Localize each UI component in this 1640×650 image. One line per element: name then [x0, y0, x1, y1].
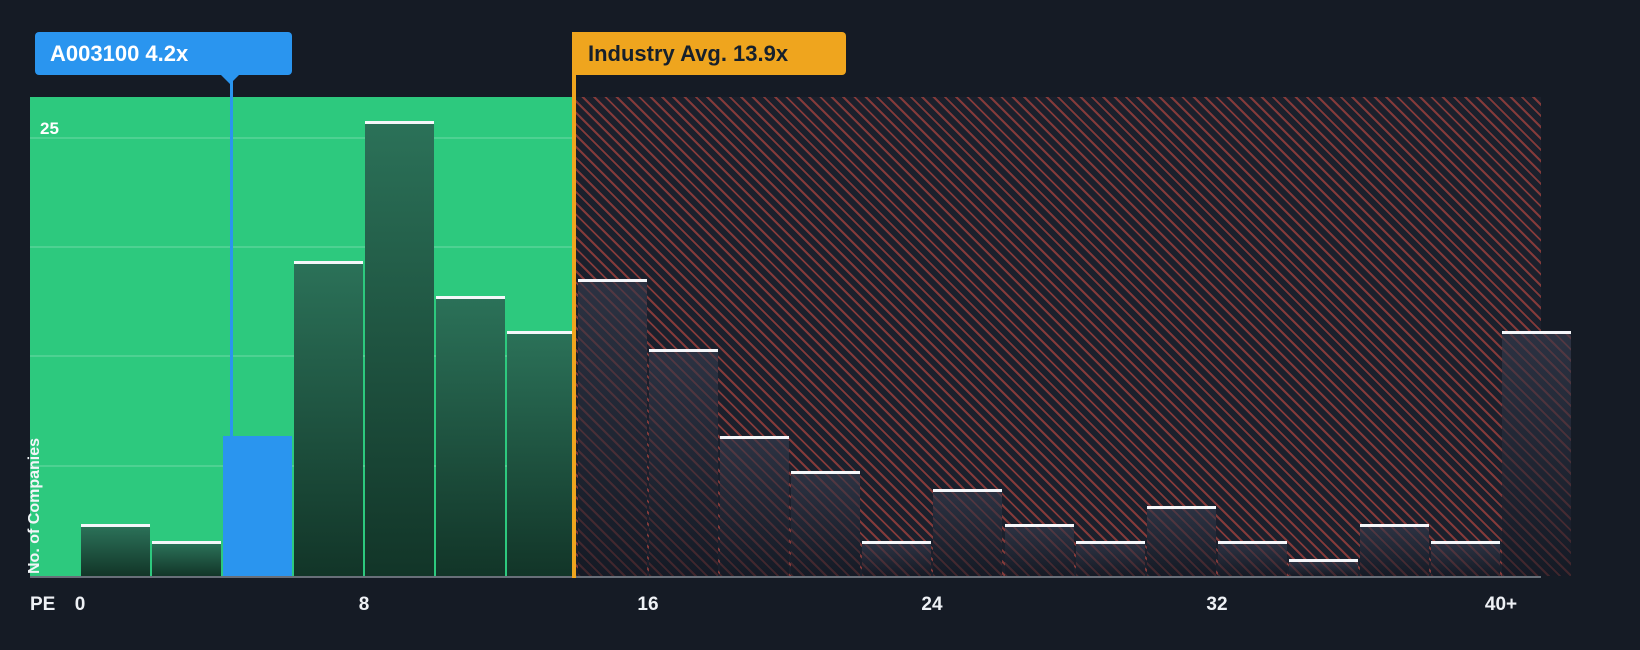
histogram-bar-18-20[interactable]	[720, 436, 789, 576]
histogram-bar-34-36[interactable]	[1289, 559, 1358, 576]
x-axis-tick-32: 32	[1206, 594, 1228, 615]
histogram-bar-24-26[interactable]	[933, 489, 1002, 576]
x-axis-tick-16: 16	[637, 594, 659, 615]
histogram-bar-40+[interactable]	[1502, 331, 1571, 576]
above-average-hatched-zone	[574, 97, 1541, 576]
histogram-bar-30-32[interactable]	[1147, 506, 1216, 576]
y-axis-tick-25: 25	[40, 119, 59, 138]
x-axis-tick-40+: 40+	[1484, 594, 1518, 615]
histogram-bar-38-40[interactable]	[1431, 541, 1500, 576]
histogram-bar-14-16[interactable]	[578, 279, 647, 576]
histogram-bar-36-38[interactable]	[1360, 524, 1429, 576]
x-axis-tick-0: 0	[74, 594, 86, 615]
histogram-bar-12-14[interactable]	[507, 331, 576, 576]
industry-average-line	[572, 32, 576, 578]
x-axis-tick-8: 8	[358, 594, 370, 615]
histogram-bars	[30, 97, 1571, 576]
histogram-bar-2-4[interactable]	[152, 541, 221, 576]
x-axis-tick-24: 24	[921, 594, 943, 615]
histogram-bar-4-6[interactable]	[223, 436, 292, 576]
industry-average-text: Industry Avg. 13.9x	[588, 40, 789, 66]
histogram-bar-32-34[interactable]	[1218, 541, 1287, 576]
histogram-bar-0-2[interactable]	[81, 524, 150, 576]
histogram-bar-26-28[interactable]	[1005, 524, 1074, 576]
histogram-bar-10-12[interactable]	[436, 296, 505, 576]
company-tooltip-label: A003100 4.2x	[50, 40, 189, 66]
company-marker-line	[230, 73, 233, 439]
industry-average-label: Industry Avg. 13.9x	[572, 32, 847, 75]
y-axis-title: No. of Companies	[26, 437, 43, 574]
company-tooltip: A003100 4.2x	[35, 32, 292, 84]
histogram-plot-area: 25 No. of Companies	[26, 97, 1571, 578]
histogram-bar-22-24[interactable]	[862, 541, 931, 576]
y-gridline-25	[30, 137, 574, 139]
x-axis: PE 0 8 16 24 32 40+	[30, 594, 1590, 624]
histogram-bar-16-18[interactable]	[649, 349, 718, 576]
histogram-bar-28-30[interactable]	[1076, 541, 1145, 576]
histogram-bar-6-8[interactable]	[294, 261, 363, 576]
tooltip-pointer-icon	[220, 74, 240, 84]
y-gridline-18.75	[30, 246, 574, 248]
x-axis-title: PE	[30, 594, 56, 615]
histogram-bar-20-22[interactable]	[791, 471, 860, 576]
histogram-bar-8-10[interactable]	[365, 121, 434, 576]
